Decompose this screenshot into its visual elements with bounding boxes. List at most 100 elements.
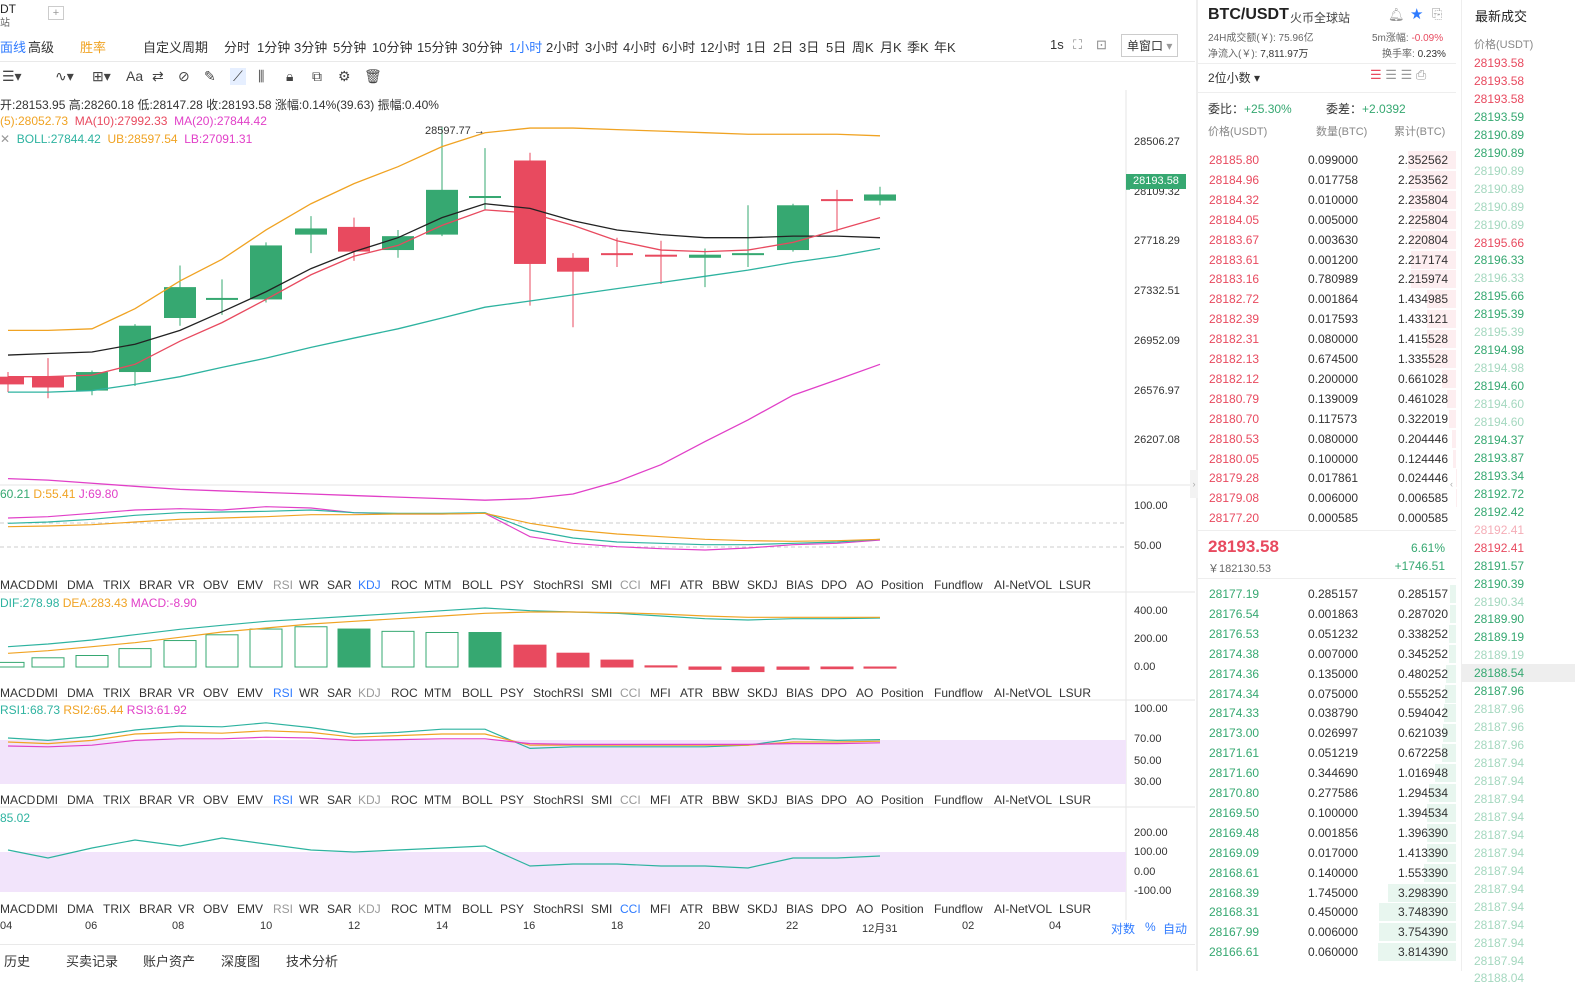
indicator-tab-mtm[interactable]: MTM (424, 578, 451, 592)
screenshot-icon[interactable]: ⊡ (1096, 37, 1107, 53)
bell-icon[interactable]: 🔔︎ (1388, 7, 1405, 23)
period-1[interactable]: 高级 (28, 37, 54, 56)
indicator-tab-psy[interactable]: PSY (500, 793, 524, 807)
add-tab-icon[interactable]: + (48, 6, 64, 20)
indicator-tab-dma[interactable]: DMA (67, 902, 94, 916)
compare-icon[interactable]: ⇄ (152, 68, 164, 85)
indicator-tab-psy[interactable]: PSY (500, 686, 524, 700)
indicator-tab-fundflow[interactable]: Fundflow (934, 686, 983, 700)
indicator-tab-bbw[interactable]: BBW (712, 902, 739, 916)
indicator-tab-position[interactable]: Position (881, 686, 924, 700)
indicator-tab-bias[interactable]: BIAS (786, 686, 813, 700)
indicator-tab-trix[interactable]: TRIX (103, 793, 130, 807)
orderbook-view-icons[interactable]: ☰ ☰ ☰ ⎙ (1370, 67, 1426, 83)
period-2[interactable]: 胜率 (80, 37, 106, 56)
indicator-tab-stochrsi[interactable]: StochRSI (533, 686, 584, 700)
indicator-tab-kdj[interactable]: KDJ (358, 902, 381, 916)
indicator-tab-atr[interactable]: ATR (680, 902, 703, 916)
period-16[interactable]: 12小时 (700, 37, 740, 56)
indicator-tab-fundflow[interactable]: Fundflow (934, 578, 983, 592)
indicator-tab-wr[interactable]: WR (299, 793, 319, 807)
indicator-tab-obv[interactable]: OBV (203, 686, 228, 700)
lock-icon[interactable]: 🔒︎ (286, 68, 293, 85)
indicator-tab-trix[interactable]: TRIX (103, 686, 130, 700)
chart-canvas[interactable]: 28597.77 → (0, 90, 1195, 944)
text-icon[interactable]: Aa (126, 68, 143, 84)
indicator-tab-bbw[interactable]: BBW (712, 686, 739, 700)
indicator-tab-emv[interactable]: EMV (237, 793, 263, 807)
indicator-tab-position[interactable]: Position (881, 793, 924, 807)
axis-mode-1[interactable]: % (1145, 920, 1156, 934)
bottom-tab-1[interactable]: 买卖记录 (66, 951, 118, 970)
indicator-tab-cci[interactable]: CCI (620, 578, 641, 592)
period-11[interactable]: 1小时 (509, 37, 542, 56)
indicator-tab-roc[interactable]: ROC (391, 578, 418, 592)
indicator-tab-bbw[interactable]: BBW (712, 578, 739, 592)
period-8[interactable]: 10分钟 (372, 37, 412, 56)
indicator-tab-mtm[interactable]: MTM (424, 686, 451, 700)
indicator-tab-rsi[interactable]: RSI (273, 793, 293, 807)
indicator-tab-obv[interactable]: OBV (203, 578, 228, 592)
indicator-tab-macd[interactable]: MACD (0, 902, 35, 916)
period-15[interactable]: 6小时 (662, 37, 695, 56)
indicator-tab-macd[interactable]: MACD (0, 686, 35, 700)
indicator-icon[interactable]: ∿▾ (55, 68, 74, 85)
indicator-tab-atr[interactable]: ATR (680, 578, 703, 592)
period-10[interactable]: 30分钟 (462, 37, 502, 56)
layout-icon[interactable]: ⊞▾ (92, 68, 111, 85)
indicator-tab-lsur[interactable]: LSUR (1059, 578, 1091, 592)
period-19[interactable]: 3日 (799, 37, 819, 56)
indicator-tab-mfi[interactable]: MFI (650, 793, 671, 807)
trash-icon[interactable]: 🗑︎ (364, 68, 382, 85)
indicator-tab-cci[interactable]: CCI (620, 686, 641, 700)
indicator-tab-mfi[interactable]: MFI (650, 578, 671, 592)
indicator-tab-smi[interactable]: SMI (591, 902, 612, 916)
indicator-tab-roc[interactable]: ROC (391, 793, 418, 807)
indicator-tab-vr[interactable]: VR (178, 793, 195, 807)
indicator-tab-sar[interactable]: SAR (327, 578, 352, 592)
indicator-tab-vr[interactable]: VR (178, 686, 195, 700)
indicator-tab-boll[interactable]: BOLL (462, 902, 493, 916)
indicator-tab-kdj[interactable]: KDJ (358, 793, 381, 807)
indicator-tab-stochrsi[interactable]: StochRSI (533, 793, 584, 807)
period-14[interactable]: 4小时 (623, 37, 656, 56)
indicator-tab-stochrsi[interactable]: StochRSI (533, 578, 584, 592)
indicator-tab-stochrsi[interactable]: StochRSI (533, 902, 584, 916)
indicator-tab-cci[interactable]: CCI (620, 902, 641, 916)
indicator-tab-lsur[interactable]: LSUR (1059, 686, 1091, 700)
indicator-tab-atr[interactable]: ATR (680, 686, 703, 700)
indicator-tab-trix[interactable]: TRIX (103, 578, 130, 592)
period-3[interactable]: 自定义周期 (143, 37, 208, 56)
period-21[interactable]: 周K (852, 37, 874, 56)
ruler-icon[interactable]: ✎ (204, 68, 216, 85)
collapse-left-icon[interactable]: › (1190, 470, 1198, 498)
indicator-tab-trix[interactable]: TRIX (103, 902, 130, 916)
draw-line-icon[interactable]: ⟋ (230, 68, 246, 85)
settings-icon[interactable]: ⚙ (338, 68, 351, 85)
eraser-icon[interactable]: ⊘ (178, 68, 190, 85)
indicator-tab-brar[interactable]: BRAR (139, 578, 172, 592)
indicator-tab-boll[interactable]: BOLL (462, 793, 493, 807)
indicator-tab-ao[interactable]: AO (856, 902, 873, 916)
period-6[interactable]: 3分钟 (294, 37, 327, 56)
share-icon[interactable]: ⎘ (1432, 6, 1442, 22)
period-24[interactable]: 年K (934, 37, 956, 56)
indicator-tab-dmi[interactable]: DMI (36, 902, 58, 916)
